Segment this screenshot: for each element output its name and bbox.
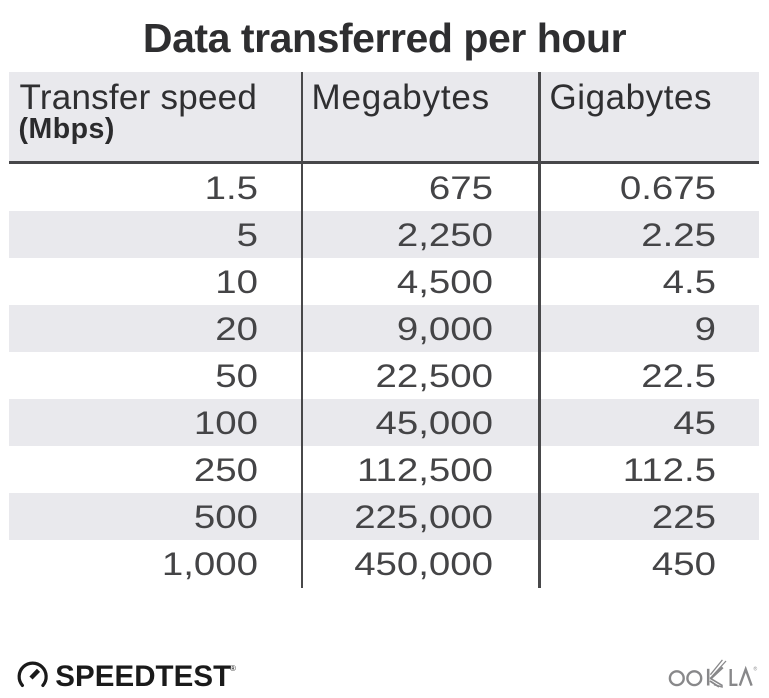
svg-text:SPEEDTEST: SPEEDTEST: [55, 660, 231, 693]
svg-text:®: ®: [754, 666, 758, 673]
svg-text:®: ®: [230, 664, 236, 673]
